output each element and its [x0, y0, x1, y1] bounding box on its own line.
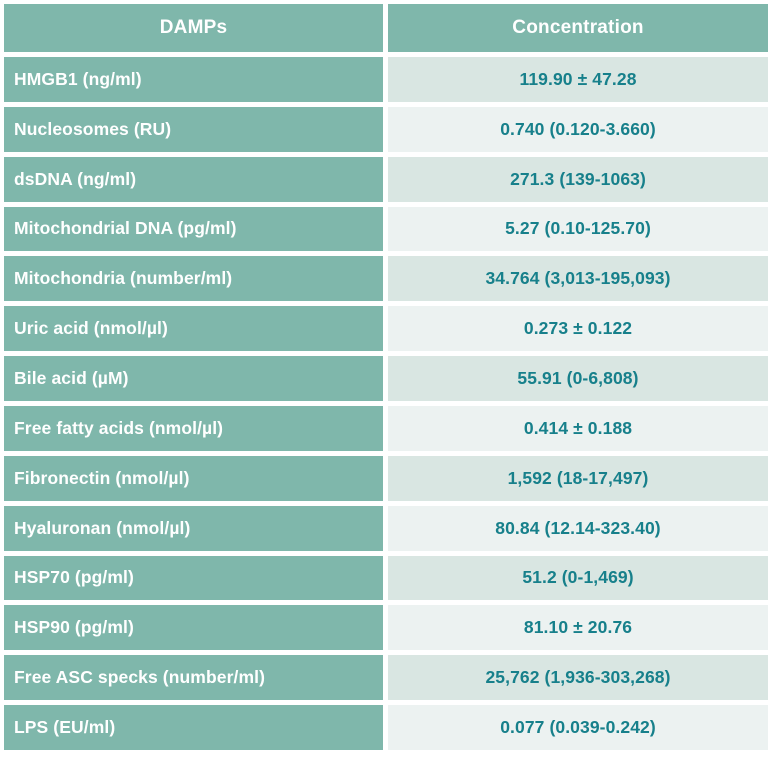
concentration-value: 0.077 (0.039-0.242)	[500, 717, 656, 738]
damp-name-label: Bile acid (µM)	[14, 368, 129, 389]
concentration-cell: 0.740 (0.120-3.660)	[388, 106, 768, 152]
concentration-cell: 80.84 (12.14-323.40)	[388, 505, 768, 551]
damp-name-label: dsDNA (ng/ml)	[14, 168, 137, 189]
concentration-cell: 1,592 (18-17,497)	[388, 455, 768, 501]
damp-name-label: LPS (EU/ml)	[14, 717, 116, 738]
damp-name-cell: LPS (EU/ml)	[4, 705, 383, 750]
concentration-value: 0.740 (0.120-3.660)	[500, 118, 656, 139]
damp-name-label: Free fatty acids (nmol/µl)	[14, 417, 224, 438]
damp-name-label: Hyaluronan (nmol/µl)	[14, 517, 191, 538]
concentration-value: 5.27 (0.10-125.70)	[505, 218, 651, 239]
concentration-cell: 271.3 (139-1063)	[388, 156, 768, 202]
concentration-value: 80.84 (12.14-323.40)	[495, 517, 661, 538]
damp-name-cell: Hyaluronan (nmol/µl)	[4, 505, 383, 551]
concentration-cell: 34.764 (3,013-195,093)	[388, 256, 768, 302]
concentration-value: 0.273 ± 0.122	[523, 318, 633, 339]
damp-name-cell: Mitochondria (number/ml)	[4, 256, 383, 302]
damp-name-cell: Free fatty acids (nmol/µl)	[4, 406, 383, 451]
concentration-cell: 51.2 (0-1,469)	[388, 555, 768, 601]
concentration-cell: 25,762 (1,936-303,268)	[388, 655, 768, 701]
damp-name-cell: Nucleosomes (RU)	[4, 106, 383, 152]
concentration-value: 55.91 (0-6,808)	[517, 368, 639, 389]
damp-name-cell: Bile acid (µM)	[4, 356, 383, 401]
concentration-cell: 0.414 ± 0.188	[388, 406, 768, 451]
damp-name-label: Uric acid (nmol/µl)	[14, 318, 168, 339]
damp-name-label: Mitochondria (number/ml)	[14, 268, 233, 289]
concentration-value: 1,592 (18-17,497)	[507, 467, 649, 488]
concentration-cell: 5.27 (0.10-125.70)	[388, 206, 768, 252]
concentration-value: 0.414 ± 0.188	[523, 417, 633, 438]
damp-name-cell: Free ASC specks (number/ml)	[4, 655, 383, 701]
concentration-value: 119.90 ± 47.28	[519, 68, 637, 89]
damp-name-cell: dsDNA (ng/ml)	[4, 156, 383, 202]
damp-name-label: Nucleosomes (RU)	[14, 118, 172, 139]
header-concentration-column: Concentration	[388, 4, 768, 52]
concentration-cell: 119.90 ± 47.28	[388, 57, 768, 102]
damp-name-cell: Uric acid (nmol/µl)	[4, 306, 383, 352]
concentration-value: 271.3 (139-1063)	[510, 168, 646, 189]
damp-name-label: HMGB1 (ng/ml)	[14, 68, 142, 89]
concentration-value: 51.2 (0-1,469)	[522, 567, 634, 588]
concentration-cell: 0.273 ± 0.122	[388, 306, 768, 352]
damp-name-cell: Mitochondrial DNA (pg/ml)	[4, 206, 383, 252]
damp-name-label: HSP90 (pg/ml)	[14, 617, 134, 638]
damp-name-label: Fibronectin (nmol/µl)	[14, 467, 190, 488]
concentration-value: 25,762 (1,936-303,268)	[485, 667, 671, 688]
concentration-cell: 0.077 (0.039-0.242)	[388, 705, 768, 750]
damp-name-cell: Fibronectin (nmol/µl)	[4, 455, 383, 501]
concentration-cell: 55.91 (0-6,808)	[388, 356, 768, 401]
damp-name-label: Mitochondrial DNA (pg/ml)	[14, 218, 237, 239]
damp-name-cell: HSP90 (pg/ml)	[4, 605, 383, 651]
damp-name-cell: HMGB1 (ng/ml)	[4, 57, 383, 102]
concentration-cell: 81.10 ± 20.76	[388, 605, 768, 651]
damp-name-cell: HSP70 (pg/ml)	[4, 555, 383, 601]
table-body: DAMPs Concentration HMGB1 (ng/ml) 119.90…	[4, 4, 768, 750]
header-damps-column: DAMPs	[4, 4, 383, 52]
damp-name-label: Free ASC specks (number/ml)	[14, 667, 266, 688]
damp-name-label: HSP70 (pg/ml)	[14, 567, 134, 588]
concentration-value: 81.10 ± 20.76	[523, 617, 633, 638]
concentration-value: 34.764 (3,013-195,093)	[485, 268, 671, 289]
